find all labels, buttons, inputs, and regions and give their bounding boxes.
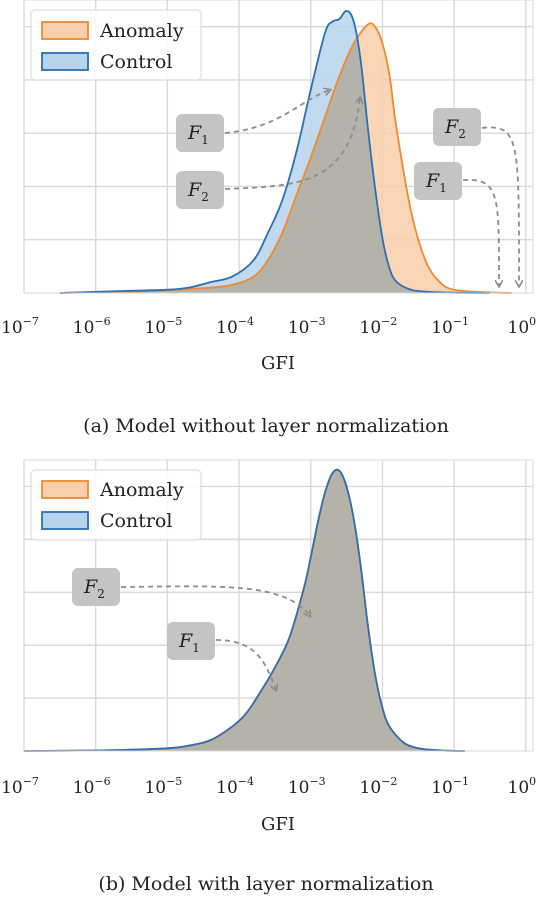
- annotation-label: F: [444, 116, 459, 138]
- panel-a-xtick-label: 10−5: [144, 315, 182, 338]
- panel-b-density-areas: [23, 468, 465, 752]
- annotation-arrow: [462, 179, 499, 286]
- panel-a-annotation-f1-anomaly-peak: F1: [176, 90, 330, 152]
- panel-b-annotation-f1: F1: [167, 622, 276, 690]
- panel-a-anomaly-density-line: [59, 22, 512, 294]
- panel-a-legend: Anomaly Control: [30, 9, 202, 81]
- panel-b-xtick-label: 10−6: [73, 775, 111, 798]
- panel-b-xtick-label: 10−5: [144, 775, 182, 798]
- annotation-label: F: [178, 630, 193, 652]
- panel-a-anomaly-density-area: [59, 23, 512, 293]
- panel-a-xtick-label: 10−3: [288, 315, 326, 338]
- svg-text:F2: F2: [187, 179, 209, 204]
- panel-a-annotation-f1-tail: F1: [414, 162, 499, 286]
- panel-b-annotation-f2: F2: [72, 568, 310, 616]
- annotation-label: F: [425, 170, 440, 192]
- panel-b-xtick-label: 10−4: [216, 775, 254, 798]
- panel-b-control-density-line: [23, 468, 465, 752]
- legend-swatch-control: [41, 52, 89, 71]
- annotation-subscript: 1: [192, 641, 200, 655]
- legend-swatch-anomaly: [41, 21, 89, 40]
- panel-a-xtick-labels: 10−7 10−6 10−5 10−4 10−3 10−2 10−1 100: [1, 315, 536, 338]
- annotation-arrow: [224, 98, 360, 190]
- legend-label-anomaly: Anomaly: [99, 479, 184, 501]
- panel-a-plot-frame: [23, 0, 534, 294]
- annotation-label: F: [187, 122, 202, 144]
- legend-swatch-control: [41, 511, 89, 530]
- panel-a-caption: (a) Model without layer normalization: [83, 415, 449, 437]
- svg-text:F1: F1: [178, 630, 200, 655]
- annotation-label: F: [187, 179, 202, 201]
- annotation-label: F: [83, 576, 98, 598]
- panel-b-caption: (b) Model with layer normalization: [98, 873, 433, 895]
- panel-a: 10−7 10−6 10−5 10−4 10−3 10−2 10−1 100 GFI Anom…: [1, 0, 536, 437]
- panel-b: 10−7 10−6 10−5 10−4 10−3 10−2 10−1 100 GFI Anom…: [1, 459, 536, 895]
- panel-a-xtick-label: 10−7: [1, 315, 39, 338]
- panel-b-legend: Anomaly Control: [30, 469, 202, 541]
- panel-b-overlap-area: [24, 469, 465, 751]
- panel-a-control-density-line: [59, 10, 491, 294]
- annotation-subscript: 1: [439, 181, 447, 195]
- annotation-subscript: 2: [97, 587, 105, 601]
- svg-text:F2: F2: [444, 116, 466, 141]
- annotation-subscript: 2: [458, 127, 466, 141]
- panel-b-xtick-label: 10−7: [1, 775, 39, 798]
- panel-b-xlabel: GFI: [261, 814, 295, 835]
- panel-a-xtick-label: 10−2: [360, 315, 398, 338]
- annotation-subscript: 1: [201, 133, 209, 147]
- annotation-arrow: [120, 585, 310, 616]
- panel-a-annotation-f2-anomaly-peak: F2: [176, 98, 360, 209]
- legend-label-control: Control: [100, 51, 172, 73]
- panel-b-xtick-label: 10−2: [360, 775, 398, 798]
- panel-b-xtick-labels: 10−7 10−6 10−5 10−4 10−3 10−2 10−1 100: [1, 775, 536, 798]
- svg-text:F1: F1: [187, 122, 209, 147]
- annotation-subscript: 2: [201, 190, 209, 204]
- panel-a-xtick-label: 10−1: [431, 315, 469, 338]
- legend-label-anomaly: Anomaly: [99, 20, 184, 42]
- annotation-arrow: [215, 639, 276, 690]
- panel-b-xtick-label: 100: [508, 775, 537, 798]
- panel-a-xtick-label: 100: [508, 315, 537, 338]
- panel-b-plot-frame: [23, 459, 534, 752]
- panel-a-control-density-area: [59, 10, 491, 293]
- svg-text:F1: F1: [425, 170, 447, 195]
- panel-a-xtick-label: 10−6: [73, 315, 111, 338]
- panel-a-density-areas: [59, 10, 512, 294]
- panel-a-xtick-label: 10−4: [216, 315, 254, 338]
- legend-swatch-anomaly: [41, 480, 89, 499]
- panel-a-xlabel: GFI: [261, 353, 295, 374]
- legend-label-control: Control: [100, 510, 172, 532]
- annotation-arrow: [224, 90, 330, 134]
- svg-text:F2: F2: [83, 576, 105, 601]
- panel-b-xtick-label: 10−3: [288, 775, 326, 798]
- annotation-arrow: [481, 126, 519, 286]
- panel-a-annotation-f2-tail: F2: [433, 108, 519, 286]
- panel-b-xtick-label: 10−1: [431, 775, 469, 798]
